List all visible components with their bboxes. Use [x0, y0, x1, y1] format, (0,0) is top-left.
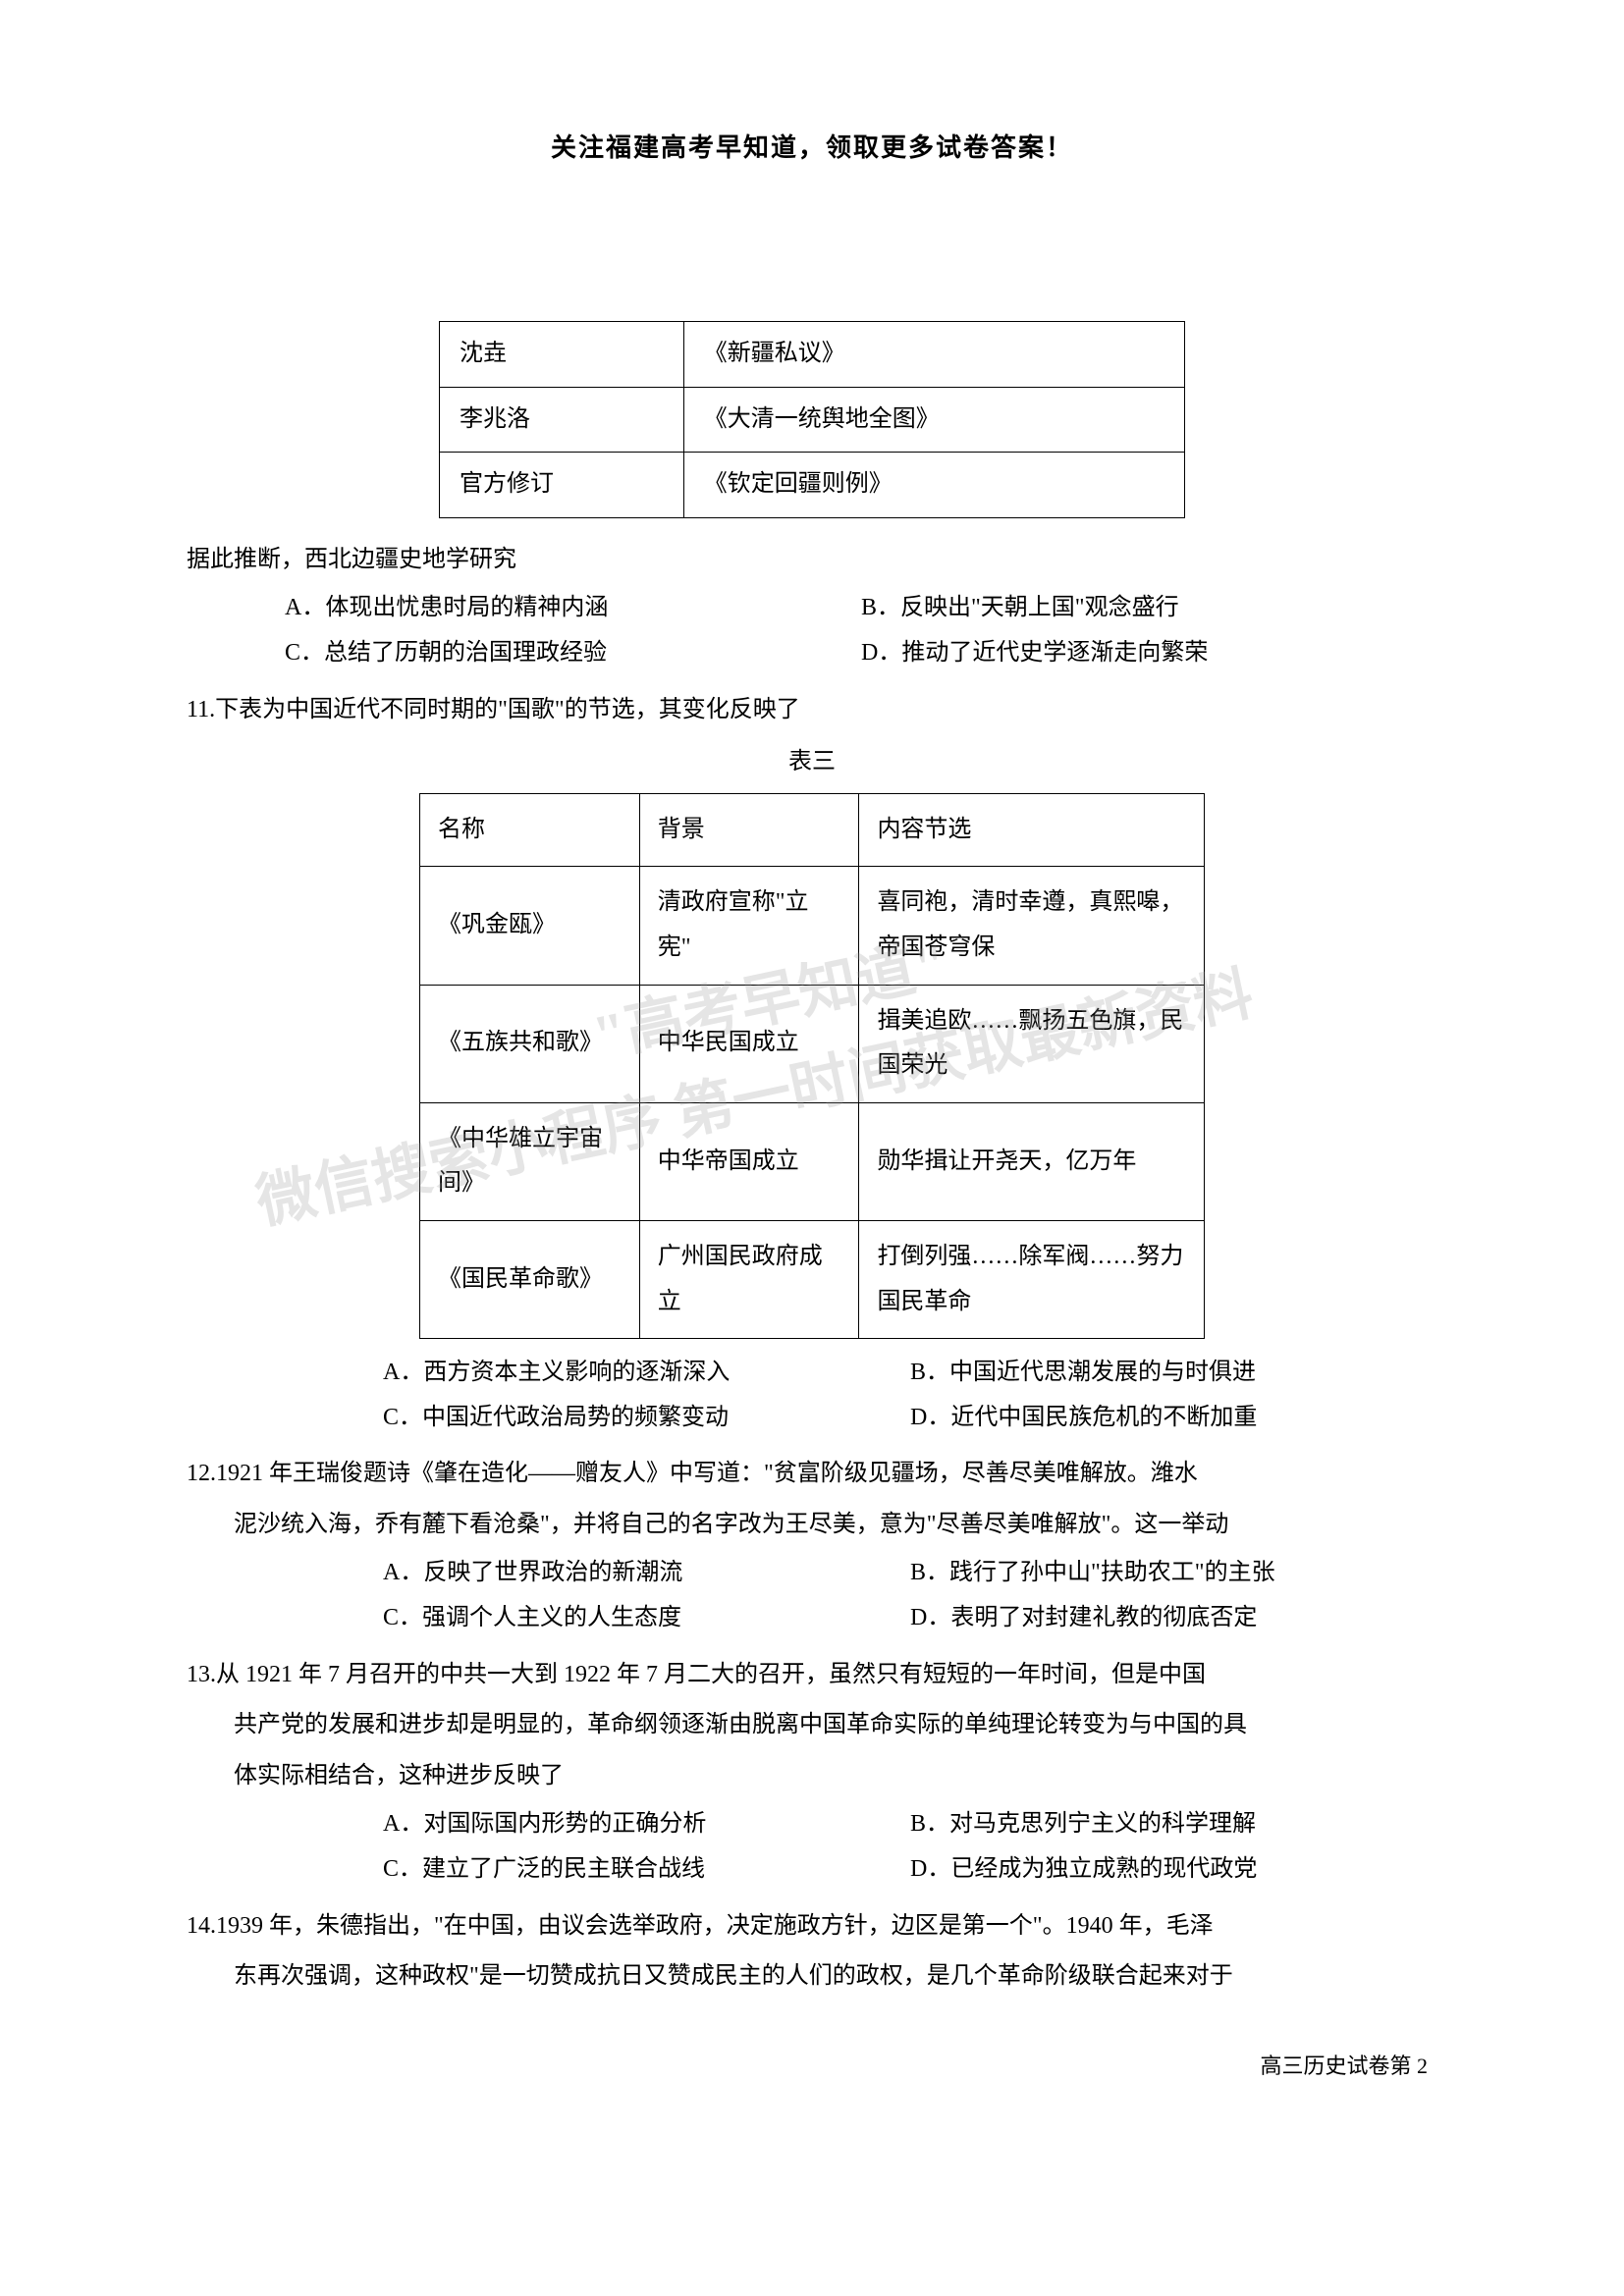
q13-stem3: 体实际相结合，这种进步反映了 [187, 1754, 1437, 1799]
q14-stem2: 东再次强调，这种政权"是一切赞成抗日又赞成民主的人们的政权，是几个革命阶级联合起… [187, 1954, 1437, 2000]
option-a: A．西方资本主义影响的逐渐深入 [383, 1351, 910, 1396]
cell: 勋华揖让开尧天，亿万年 [859, 1102, 1205, 1220]
table-header-row: 名称 背景 内容节选 [420, 793, 1205, 867]
q10-stem: 据此推断，西北边疆史地学研究 [187, 538, 1437, 583]
header-title: 关注福建高考早知道，领取更多试卷答案！ [551, 133, 1073, 162]
q12-number: 12. [187, 1461, 216, 1486]
table-row: 官方修订 《钦定回疆则例》 [440, 453, 1185, 518]
header-cell: 内容节选 [859, 793, 1205, 867]
q14-number: 14. [187, 1913, 216, 1939]
cell: 《新疆私议》 [683, 322, 1184, 388]
q13-stem2: 共产党的发展和进步却是明显的，革命纲领逐渐由脱离中国革命实际的单纯理论转变为与中… [187, 1703, 1437, 1748]
table-row: 《国民革命歌》 广州国民政府成立 打倒列强……除军阀……努力国民革命 [420, 1220, 1205, 1338]
option-a: A．反映了世界政治的新潮流 [383, 1551, 910, 1596]
cell: 李兆洛 [440, 387, 684, 453]
table-row: 《中华雄立宇宙间》 中华帝国成立 勋华揖让开尧天，亿万年 [420, 1102, 1205, 1220]
option-d: D．近代中国民族危机的不断加重 [910, 1396, 1437, 1441]
option-c: C．建立了广泛的民主联合战线 [383, 1847, 910, 1893]
cell: 广州国民政府成立 [639, 1220, 859, 1338]
cell: 中华民国成立 [639, 985, 859, 1102]
table-row: 沈垚 《新疆私议》 [440, 322, 1185, 388]
option-d: D．已经成为独立成熟的现代政党 [910, 1847, 1437, 1893]
q13-options: A．对国际国内形势的正确分析 B．对马克思列宁主义的科学理解 C．建立了广泛的民… [187, 1802, 1437, 1892]
cell: 喜同袍，清时幸遵，真熙嗥，帝国苍穹保 [859, 867, 1205, 985]
table2-caption: 表三 [187, 740, 1437, 785]
option-a: A．体现出忧患时局的精神内涵 [285, 586, 861, 631]
cell: 沈垚 [440, 322, 684, 388]
cell: 《中华雄立宇宙间》 [420, 1102, 640, 1220]
q10-options: A．体现出忧患时局的精神内涵 B．反映出"天朝上国"观念盛行 C．总结了历朝的治… [187, 586, 1437, 675]
header-cell: 背景 [639, 793, 859, 867]
table-row: 李兆洛 《大清一统舆地全图》 [440, 387, 1185, 453]
q11-stem: 下表为中国近代不同时期的"国歌"的节选，其变化反映了 [215, 697, 800, 722]
cell: 中华帝国成立 [639, 1102, 859, 1220]
q12: 12.1921 年王瑞俊题诗《肇在造化——赠友人》中写道："贫富阶级见疆场，尽善… [187, 1452, 1437, 1497]
option-c: C．总结了历朝的治国理政经验 [285, 631, 861, 676]
option-b: B．对马克思列宁主义的科学理解 [910, 1802, 1437, 1847]
cell: 清政府宣称"立宪" [639, 867, 859, 985]
q14-stem1: 1939 年，朱德指出，"在中国，由议会选举政府，决定施政方针，边区是第一个"。… [216, 1913, 1214, 1939]
q13-number: 13. [187, 1662, 216, 1687]
option-d: D．推动了近代史学逐渐走向繁荣 [861, 631, 1437, 676]
cell: 《大清一统舆地全图》 [683, 387, 1184, 453]
q12-stem2: 泥沙统入海，乔有麓下看沧桑"，并将自己的名字改为王尽美，意为"尽善尽美唯解放"。… [187, 1503, 1437, 1548]
cell: 《钦定回疆则例》 [683, 453, 1184, 518]
table-row: 《五族共和歌》 中华民国成立 揖美追欧……飘扬五色旗，民国荣光 [420, 985, 1205, 1102]
q11-number: 11. [187, 697, 215, 722]
option-a: A．对国际国内形势的正确分析 [383, 1802, 910, 1847]
cell: 打倒列强……除军阀……努力国民革命 [859, 1220, 1205, 1338]
q12-stem1: 1921 年王瑞俊题诗《肇在造化——赠友人》中写道："贫富阶级见疆场，尽善尽美唯… [216, 1461, 1198, 1486]
table2: 名称 背景 内容节选 《巩金瓯》 清政府宣称"立宪" 喜同袍，清时幸遵，真熙嗥，… [419, 793, 1205, 1339]
page-header: 关注福建高考早知道，领取更多试卷答案！ [0, 0, 1624, 164]
table-row: 《巩金瓯》 清政府宣称"立宪" 喜同袍，清时幸遵，真熙嗥，帝国苍穹保 [420, 867, 1205, 985]
page-footer: 高三历史试卷第 2 [1260, 2049, 1428, 2080]
option-b: B．践行了孙中山"扶助农工"的主张 [910, 1551, 1437, 1596]
cell: 《巩金瓯》 [420, 867, 640, 985]
cell: 官方修订 [440, 453, 684, 518]
header-cell: 名称 [420, 793, 640, 867]
option-b: B．反映出"天朝上国"观念盛行 [861, 586, 1437, 631]
option-c: C．强调个人主义的人生态度 [383, 1596, 910, 1641]
option-b: B．中国近代思潮发展的与时俱进 [910, 1351, 1437, 1396]
q14: 14.1939 年，朱德指出，"在中国，由议会选举政府，决定施政方针，边区是第一… [187, 1904, 1437, 1949]
option-c: C．中国近代政治局势的频繁变动 [383, 1396, 910, 1441]
cell: 《国民革命歌》 [420, 1220, 640, 1338]
cell: 《五族共和歌》 [420, 985, 640, 1102]
option-d: D．表明了对封建礼教的彻底否定 [910, 1596, 1437, 1641]
q12-options: A．反映了世界政治的新潮流 B．践行了孙中山"扶助农工"的主张 C．强调个人主义… [187, 1551, 1437, 1640]
content-area: 沈垚 《新疆私议》 李兆洛 《大清一统舆地全图》 官方修订 《钦定回疆则例》 据… [0, 164, 1624, 2000]
q11-options: A．西方资本主义影响的逐渐深入 B．中国近代思潮发展的与时俱进 C．中国近代政治… [187, 1351, 1437, 1440]
table1: 沈垚 《新疆私议》 李兆洛 《大清一统舆地全图》 官方修订 《钦定回疆则例》 [439, 321, 1185, 518]
q13: 13.从 1921 年 7 月召开的中共一大到 1922 年 7 月二大的召开，… [187, 1653, 1437, 1698]
q13-stem1: 从 1921 年 7 月召开的中共一大到 1922 年 7 月二大的召开，虽然只… [216, 1662, 1206, 1687]
cell: 揖美追欧……飘扬五色旗，民国荣光 [859, 985, 1205, 1102]
q11: 11.下表为中国近代不同时期的"国歌"的节选，其变化反映了 [187, 688, 1437, 733]
